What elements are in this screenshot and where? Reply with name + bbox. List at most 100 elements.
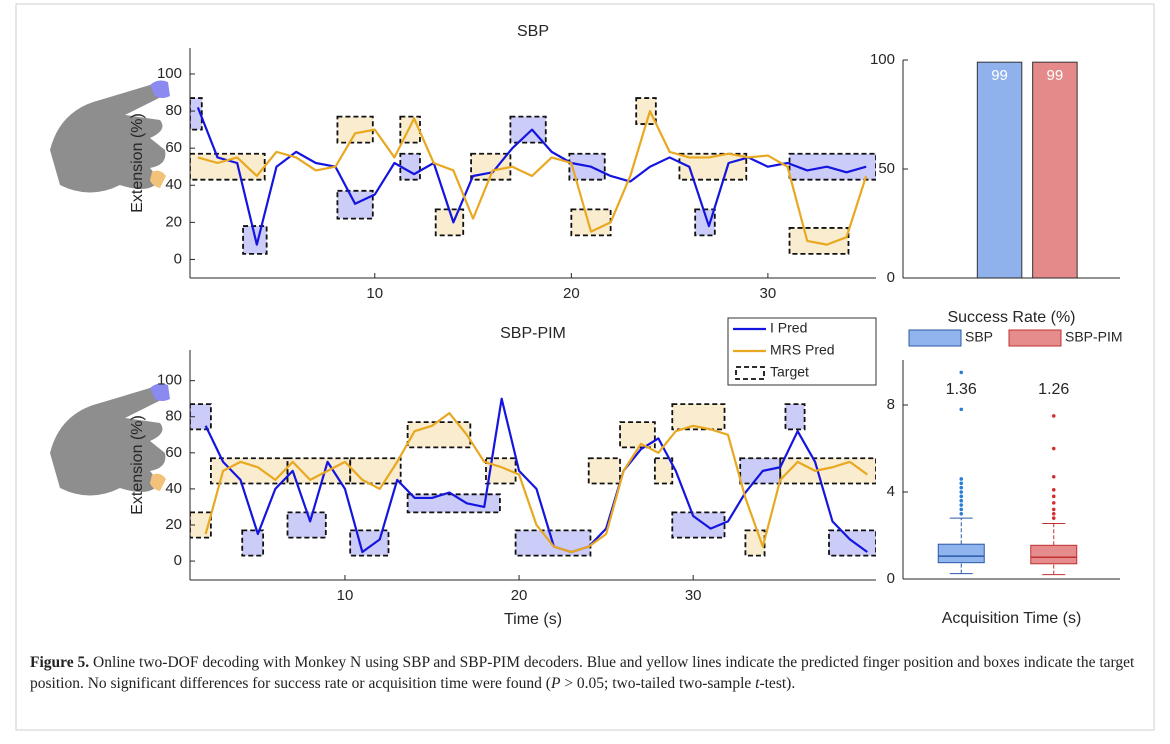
target-box — [784, 403, 806, 431]
x-tick-label: 30 — [685, 587, 702, 604]
x-tick-label: 30 — [760, 285, 777, 302]
chart-title: SBP-PIM — [500, 325, 566, 342]
x-tick-label: 20 — [563, 285, 580, 302]
target-box — [336, 115, 374, 144]
x-axis-label: Time (s) — [504, 611, 562, 628]
y-tick-label: 80 — [165, 408, 182, 425]
legend-label: I Pred — [770, 320, 807, 336]
caption-text: > 0.05; two-tailed two-sample — [560, 675, 756, 692]
outlier — [959, 481, 964, 486]
annotation: 1.26 — [1038, 381, 1069, 398]
legend-swatch — [735, 366, 765, 380]
outlier — [959, 407, 964, 412]
outlier — [959, 498, 964, 503]
y-tick-label: 100 — [870, 51, 895, 68]
target-box — [190, 403, 212, 431]
legend-swatch — [908, 329, 962, 347]
outlier — [1051, 516, 1056, 520]
box — [937, 543, 985, 564]
legend-label: Target — [770, 364, 809, 380]
outlier — [1051, 501, 1056, 505]
y-tick-label: 80 — [165, 102, 182, 119]
target-box — [694, 208, 716, 237]
target-box — [653, 457, 674, 485]
outlier — [959, 494, 964, 499]
y-tick-label: 20 — [165, 516, 182, 533]
caption-italic: t — [755, 675, 760, 692]
target-box — [241, 529, 265, 557]
target-box — [671, 511, 726, 539]
y-tick-label: 4 — [887, 483, 895, 500]
target-box — [349, 529, 390, 557]
target-box — [434, 208, 465, 237]
y-tick-label: 0 — [887, 570, 895, 587]
bar — [976, 61, 1023, 279]
target-box — [587, 457, 621, 485]
caption: Figure 5. Online two-DOF decoding with M… — [30, 652, 1140, 694]
outlier — [1051, 414, 1056, 418]
value-label: 99 — [1047, 67, 1064, 84]
y-tick-label: 8 — [887, 396, 895, 413]
outlier — [959, 490, 964, 494]
data-line — [204, 412, 868, 554]
hand-icon — [50, 80, 170, 193]
x-axis-label: Success Rate (%) — [947, 309, 1075, 326]
outlier — [959, 370, 964, 375]
y-tick-label: 40 — [165, 480, 182, 497]
x-tick-label: 10 — [337, 587, 354, 604]
y-axis-label: Extension (%) — [129, 113, 146, 213]
bar — [1032, 61, 1078, 279]
y-tick-label: 0 — [174, 250, 182, 267]
outlier — [959, 511, 964, 516]
y-tick-label: 20 — [165, 213, 182, 230]
legend-swatch — [1008, 329, 1062, 347]
data-line — [197, 109, 868, 246]
outlier — [1051, 488, 1056, 492]
annotation: 1.36 — [946, 381, 977, 398]
caption-label: Figure 5. — [30, 654, 90, 671]
y-tick-label: 40 — [165, 176, 182, 193]
plot-area — [190, 397, 876, 557]
caption-text: -test). — [759, 675, 796, 692]
target-box — [635, 97, 657, 125]
y-tick-label: 100 — [157, 65, 182, 82]
target-box — [671, 403, 726, 431]
target-box — [739, 457, 782, 485]
outlier — [1051, 474, 1056, 479]
outlier — [1051, 494, 1056, 499]
y-tick-label: 60 — [165, 444, 182, 461]
y-tick-label: 100 — [157, 372, 182, 389]
target-box — [788, 152, 876, 181]
outlier — [959, 485, 964, 490]
data-line — [204, 397, 868, 554]
target-box — [828, 529, 876, 557]
legend-label: SBP-PIM — [1065, 329, 1123, 345]
target-box — [190, 97, 203, 131]
y-tick-label: 60 — [165, 139, 182, 156]
plot-area — [190, 97, 876, 255]
outlier — [959, 477, 964, 481]
y-axis-label: Extension (%) — [129, 415, 146, 515]
outlier — [1051, 507, 1056, 512]
value-label: 99 — [991, 67, 1008, 84]
outlier — [959, 507, 964, 512]
y-tick-label: 0 — [174, 552, 182, 569]
hand-icon — [50, 383, 170, 496]
x-tick-label: 20 — [511, 587, 528, 604]
legend-label: MRS Pred — [770, 342, 835, 358]
caption-text: Online two-DOF decoding with Monkey N us… — [30, 654, 1135, 692]
outlier — [959, 503, 964, 507]
outlier — [1051, 511, 1056, 516]
box — [1030, 544, 1078, 565]
x-axis-label: Acquisition Time (s) — [942, 610, 1082, 627]
caption-italic: P — [550, 675, 561, 692]
y-tick-label: 50 — [878, 160, 895, 177]
legend-label: SBP — [965, 329, 993, 345]
outlier — [1051, 446, 1056, 451]
x-tick-label: 10 — [366, 285, 383, 302]
chart-title: SBP — [517, 23, 549, 40]
data-line — [196, 106, 867, 246]
figure-frame — [15, 3, 1155, 731]
